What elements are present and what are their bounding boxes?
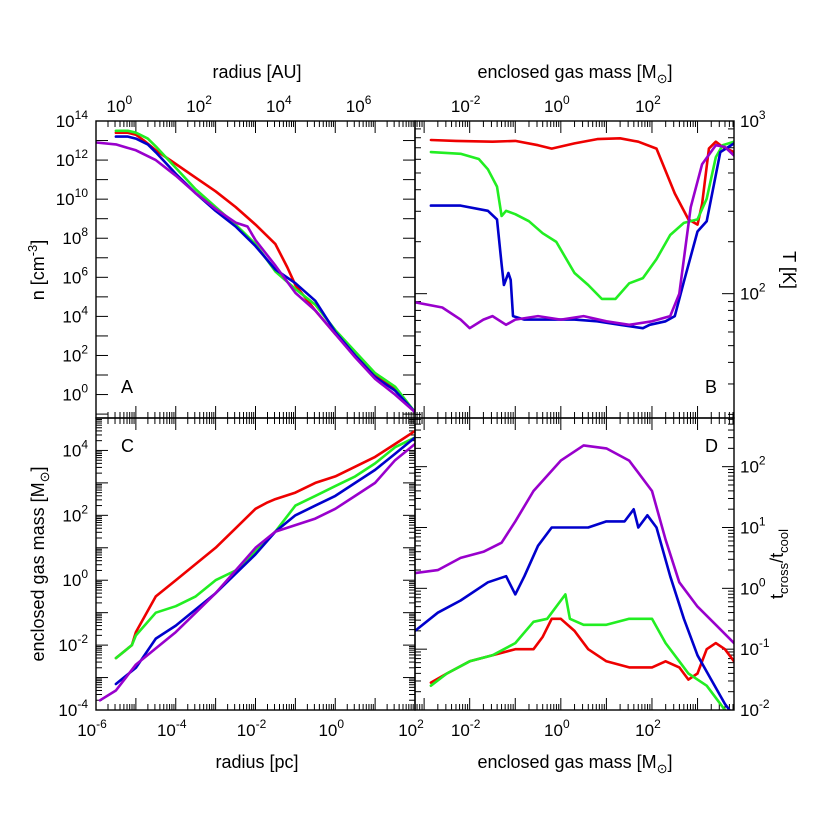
temperature-axis-title: T [K] [779,251,799,289]
density-tick-label: 102 [62,342,88,365]
panel-c-purple-line [98,442,415,702]
panel-c-green-line [114,436,415,660]
panel-d-red-line [429,617,734,684]
density-tick-label: 104 [62,303,88,326]
enclosed-mass-tick-label: 10-4 [58,697,88,720]
top-right-axis-title: enclosed gas mass [M⊙] [478,62,673,86]
enclosed-mass-tick-label: 102 [62,502,88,525]
temperature-tick-label: 103 [740,108,766,131]
mass-bottom-tick-label: 100 [544,717,570,740]
enclosed-mass-axis-title: enclosed gas mass [M⊙] [28,467,52,662]
radius-pc-tick-label: 10-2 [237,717,267,740]
density-tick-label: 106 [62,264,88,287]
enclosed-mass-tick-label: 10-2 [58,632,88,655]
radius-au-tick-label: 102 [186,93,212,116]
panel-b-purple-line [415,143,734,330]
radius-pc-tick-label: 102 [398,717,424,740]
panel-c-blue-line [114,436,415,686]
time-ratio-tick-label: 101 [740,515,766,538]
time-ratio-tick-label: 10-1 [740,636,770,659]
panel-label-c: C [121,436,134,456]
panel-b-series [415,137,734,330]
panel-b-green-line [429,140,734,301]
time-ratio-axis-title: tcross/tcool [767,529,791,599]
bottom-left-axis-title: radius [pc] [215,752,298,772]
panel-d-blue-line [415,508,732,710]
panel-d-series [415,444,734,710]
top-left-axis-title: radius [AU] [212,62,301,82]
time-ratio-tick-label: 102 [740,454,766,477]
panel-c-red-line [114,429,415,660]
panel-a-series [96,129,415,414]
density-tick-label: 108 [62,225,88,248]
bottom-right-axis-title: enclosed gas mass [M⊙] [478,752,673,776]
plot-area [96,129,734,710]
density-tick-label: 1010 [56,186,89,209]
panel-a-purple-line [96,141,415,414]
panel-d-purple-line [415,444,734,645]
density-tick-label: 1014 [56,108,89,131]
radius-pc-tick-label: 10-4 [157,717,187,740]
enclosed-mass-tick-label: 104 [62,437,88,460]
mass-top-tick-label: 102 [635,93,661,116]
radius-au-tick-label: 104 [266,93,292,116]
panel-d-frame [414,417,735,711]
panel-a-green-line [114,129,415,414]
mass-top-tick-label: 100 [544,93,570,116]
panel-label-a: A [121,377,133,397]
panel-label-b: B [705,377,717,397]
tick-marks [95,120,734,711]
time-ratio-tick-label: 10-2 [740,697,770,720]
mass-bottom-tick-label: 102 [635,717,661,740]
panel-b-red-line [429,137,734,226]
radius-au-tick-label: 100 [107,93,133,116]
density-tick-label: 1012 [56,147,89,170]
density-tick-label: 100 [62,382,88,405]
radius-au-tick-label: 106 [346,93,372,116]
panel-d-green-line [429,593,727,710]
panel-c-series [98,429,415,702]
density-axis-title: n [cm-3] [25,240,48,301]
mass-bottom-tick-label: 10-2 [451,717,481,740]
enclosed-mass-tick-label: 100 [62,567,88,590]
mass-top-tick-label: 10-2 [451,93,481,116]
panel-frames [95,120,735,711]
temperature-tick-label: 102 [740,281,766,304]
panel-a-frame [95,120,416,419]
time-ratio-tick-label: 100 [740,575,766,598]
panel-a-blue-line [114,135,415,414]
radius-pc-tick-label: 10-6 [77,717,107,740]
radius-pc-tick-label: 100 [318,717,344,740]
panel-b-blue-line [429,142,734,330]
panel-label-d: D [705,436,718,456]
